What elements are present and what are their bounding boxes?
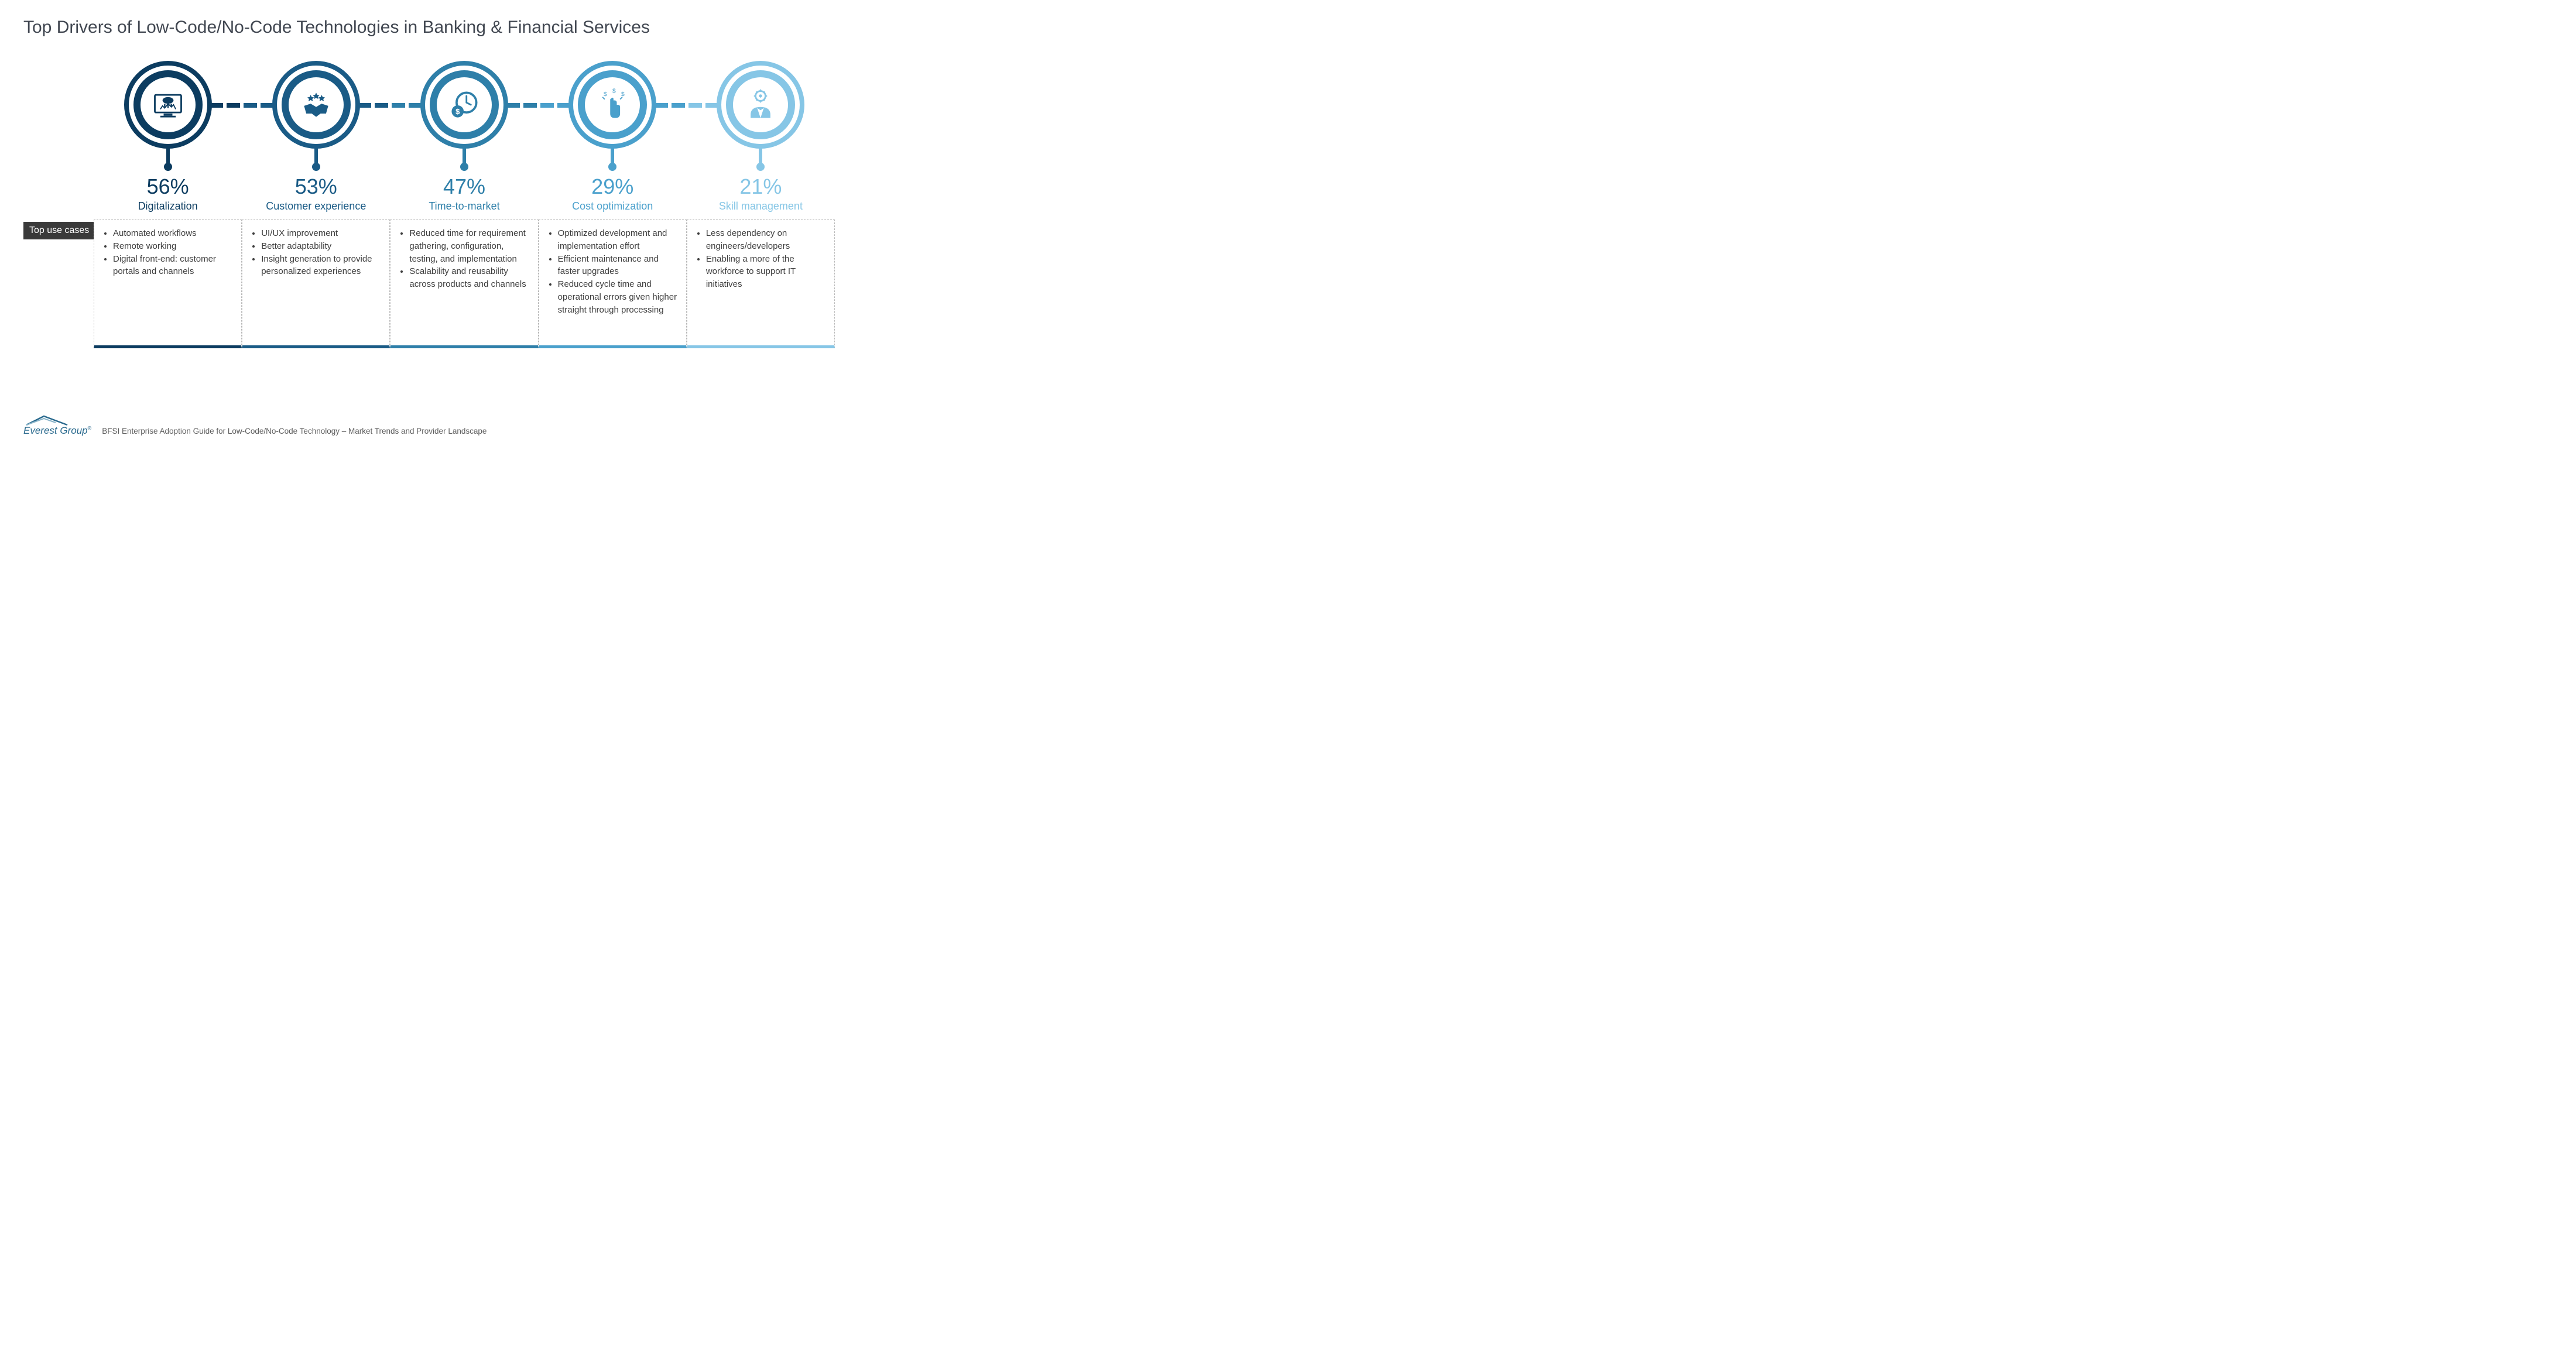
logo-roof-icon [23,414,70,426]
driver-skill-management: 21%Skill management [687,61,835,212]
use-case-item: Better adaptability [261,240,381,253]
clock-dollar-icon: $ [447,87,482,122]
driver-circle: $ $ $ [568,61,656,149]
source-citation: BFSI Enterprise Adoption Guide for Low-C… [102,427,487,437]
use-cases-tag: Top use cases [23,222,94,239]
page-title: Top Drivers of Low-Code/No-Code Technolo… [23,18,835,37]
driver-circle [272,61,360,149]
use-case-box-skill-management: Less dependency on engineers/developersE… [687,219,835,348]
driver-digitalization: 56%Digitalization [94,61,242,212]
svg-text:$: $ [604,91,607,98]
logo-registered: ® [88,425,92,431]
hand-dollar-click-icon: $ $ $ [595,87,630,122]
handshake-stars-icon [299,87,334,122]
logo-name: Everest Group [23,425,88,436]
driver-percent: 21% [739,174,782,199]
driver-label: Skill management [719,200,803,212]
use-case-item: Optimized development and implementation… [558,227,678,253]
driver-percent: 29% [591,174,633,199]
driver-percent: 53% [295,174,337,199]
use-case-item: Enabling a more of the workforce to supp… [706,253,826,291]
use-case-item: Reduced time for requirement gathering, … [409,227,529,265]
use-case-item: Digital front-end: customer portals and … [113,253,233,279]
use-case-list: UI/UX improvementBetter adaptabilityInsi… [251,227,381,278]
driver-circle [717,61,804,149]
everest-group-logo: Everest Group® [23,414,91,437]
use-case-list: Optimized development and implementation… [547,227,678,316]
use-case-box-customer-experience: UI/UX improvementBetter adaptabilityInsi… [242,219,390,348]
svg-text:$: $ [455,107,460,116]
use-case-item: Efficient maintenance and faster upgrade… [558,253,678,279]
svg-text:$: $ [612,88,616,94]
use-cases-row: Top use cases Automated workflowsRemote … [23,219,835,348]
stem-dot [164,163,172,171]
driver-customer-experience: 53%Customer experience [242,61,390,212]
stem-dot [608,163,616,171]
use-case-list: Automated workflowsRemote workingDigital… [102,227,233,278]
driver-label: Cost optimization [572,200,653,212]
driver-percent: 56% [147,174,189,199]
driver-label: Digitalization [138,200,198,212]
driver-circle: $ [420,61,508,149]
use-case-list: Reduced time for requirement gathering, … [399,227,529,291]
connector [506,103,571,108]
use-case-box-cost-optimization: Optimized development and implementation… [539,219,687,348]
use-case-item: Remote working [113,240,233,253]
stem-dot [460,163,468,171]
use-case-box-digitalization: Automated workflowsRemote workingDigital… [94,219,242,348]
use-case-item: Reduced cycle time and operational error… [558,278,678,316]
driver-percent: 47% [443,174,485,199]
footer: Everest Group® BFSI Enterprise Adoption … [23,414,487,437]
svg-text:$: $ [621,91,625,98]
connector [655,103,719,108]
driver-circle [124,61,212,149]
driver-cost-optimization: $ $ $ 29%Cost optimization [539,61,687,212]
use-case-item: Less dependency on engineers/developers [706,227,826,253]
use-case-item: Scalability and reusability across produ… [409,265,529,291]
stem-dot [756,163,765,171]
person-gear-icon [743,87,778,122]
use-cases-boxes: Automated workflowsRemote workingDigital… [94,219,835,348]
use-case-box-time-to-market: Reduced time for requirement gathering, … [390,219,538,348]
driver-label: Customer experience [266,200,366,212]
connector [210,103,274,108]
driver-time-to-market: $ 47%Time-to-market [390,61,538,212]
stem-dot [312,163,320,171]
use-case-item: UI/UX improvement [261,227,381,240]
use-case-item: Automated workflows [113,227,233,240]
monitor-cloud-icon [150,87,186,122]
driver-chain: 56%Digitalization 53%Customer experience… [94,61,835,212]
logo-text: Everest Group® [23,425,91,437]
use-case-list: Less dependency on engineers/developersE… [696,227,826,291]
connector [358,103,422,108]
driver-label: Time-to-market [429,200,499,212]
use-case-item: Insight generation to provide personaliz… [261,253,381,279]
